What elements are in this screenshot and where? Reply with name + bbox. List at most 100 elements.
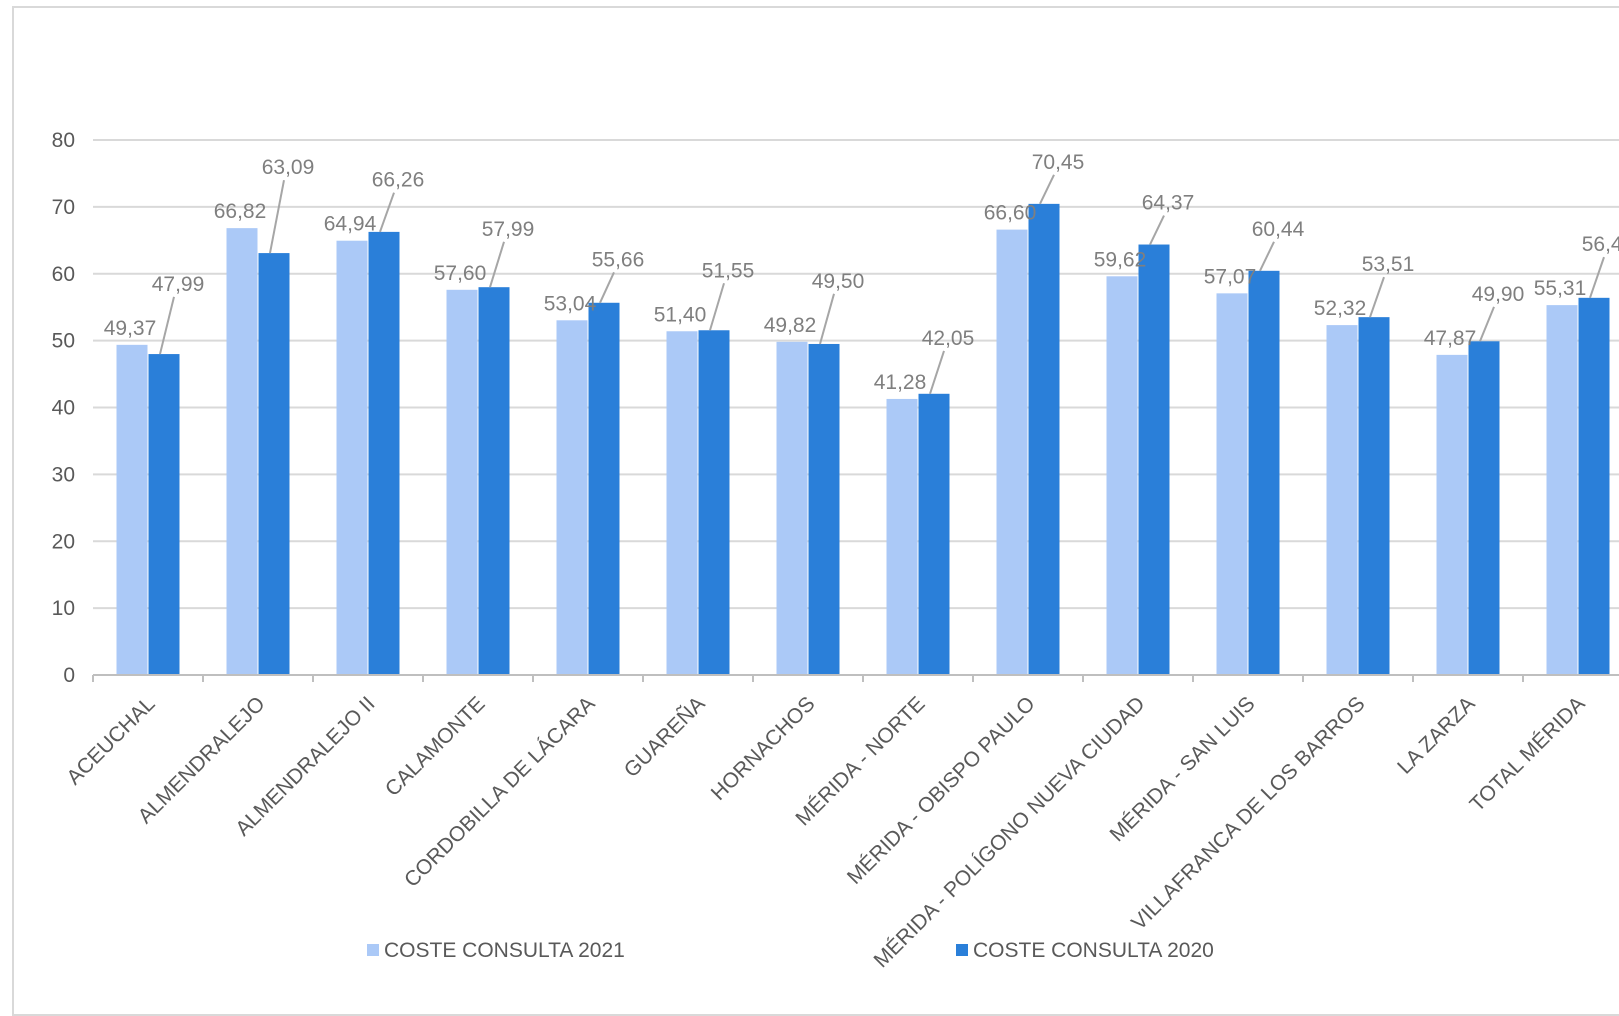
bar-2020	[258, 253, 290, 675]
data-label-2020: 53,51	[1362, 253, 1415, 276]
legend-label-1: COSTE CONSULTA 2020	[973, 939, 1214, 962]
bar-2020	[148, 354, 180, 675]
bar-2021	[1326, 325, 1358, 675]
leader-line	[709, 282, 725, 331]
leader-line	[599, 271, 615, 304]
x-category-label: MÉRIDA - OBISPO PAULO	[843, 692, 1040, 889]
bar-2021	[116, 344, 148, 675]
y-tick-label: 20	[52, 530, 75, 553]
data-label-2021: 49,82	[764, 314, 817, 337]
bar-2021	[1546, 305, 1578, 675]
data-label-2021: 49,37	[104, 317, 157, 340]
data-label-2020: 66,26	[372, 169, 425, 192]
data-label-2020: 49,90	[1472, 283, 1525, 306]
bar-2021	[996, 229, 1028, 676]
bar-2021	[666, 331, 698, 675]
data-label-2020: 70,45	[1032, 151, 1085, 174]
leader-line	[929, 350, 945, 395]
leader-line	[1149, 215, 1165, 245]
bar-2021	[886, 398, 918, 675]
y-axis-ticks: 0 10 20 30 40 50 60 70 80	[52, 129, 75, 687]
y-tick-label: 70	[52, 196, 75, 219]
x-category-label: CORDOBILLA DE LÁCARA	[400, 692, 599, 891]
leader-line	[1479, 306, 1495, 342]
data-label-2020: 49,50	[812, 270, 865, 293]
data-label-2021: 66,60	[984, 202, 1037, 225]
bar-2021	[1216, 293, 1248, 675]
data-label-2021: 57,60	[434, 262, 487, 285]
bar-2021	[1106, 276, 1138, 675]
bar-2020	[918, 393, 950, 675]
bar-2021	[226, 228, 258, 676]
bar-2021	[336, 240, 368, 675]
y-tick-label: 30	[52, 463, 75, 486]
y-tick-label: 80	[52, 129, 75, 152]
bar-2020	[1028, 203, 1060, 675]
leader-line	[1259, 241, 1275, 272]
bar-2020	[478, 287, 510, 675]
data-label-2020: 56,40	[1582, 233, 1619, 256]
bar-2021	[556, 320, 588, 675]
bar-2020	[808, 343, 840, 675]
bar-2021	[446, 289, 478, 675]
bar-2020	[1358, 317, 1390, 675]
y-tick-label: 50	[52, 330, 75, 353]
data-label-2021: 53,04	[544, 292, 597, 315]
x-category-label: LA ZARZA	[1393, 692, 1479, 778]
label-leader-lines	[159, 174, 1605, 395]
legend-swatch-0	[367, 944, 379, 956]
leader-line	[159, 296, 175, 355]
data-label-2020: 64,37	[1142, 192, 1195, 215]
data-label-2021: 59,62	[1094, 248, 1147, 271]
data-label-2020: 60,44	[1252, 218, 1305, 241]
data-label-2021: 57,07	[1204, 265, 1257, 288]
x-category-label: GUAREÑA	[619, 692, 709, 782]
bar-2020	[1248, 270, 1280, 675]
data-label-2020: 63,09	[262, 156, 315, 179]
bars	[116, 203, 1610, 676]
bar-2020	[1138, 244, 1170, 675]
legend-label-0: COSTE CONSULTA 2021	[384, 939, 625, 962]
bar-2020	[698, 330, 730, 675]
x-category-label: CALAMONTE	[381, 692, 490, 801]
y-tick-label: 0	[63, 664, 75, 687]
gridlines	[93, 139, 1619, 610]
x-axis	[92, 674, 1619, 682]
bar-2021	[1436, 354, 1468, 675]
legend-swatch-1	[956, 944, 968, 956]
data-label-2020: 47,99	[152, 273, 205, 296]
data-label-2021: 47,87	[1424, 327, 1477, 350]
bar-2020	[1578, 297, 1610, 675]
x-category-label: HORNACHOS	[707, 692, 820, 805]
bar-2020	[1468, 341, 1500, 675]
y-tick-label: 40	[52, 397, 75, 420]
bar-2020	[588, 302, 620, 675]
y-tick-label: 10	[52, 597, 75, 620]
data-label-2021: 55,31	[1534, 277, 1587, 300]
leader-line	[1039, 174, 1055, 205]
y-tick-label: 60	[52, 263, 75, 286]
leader-line	[1589, 256, 1605, 299]
data-label-2020: 42,05	[922, 327, 975, 350]
x-category-label: TOTAL MÉRIDA	[1465, 692, 1589, 816]
leader-line	[269, 179, 285, 254]
x-category-label: VILLAFRANCA DE LOS BARROS	[1127, 692, 1369, 934]
bar-2021	[776, 341, 808, 675]
data-label-2020: 55,66	[592, 248, 645, 271]
x-category-label: ACEUCHAL	[62, 692, 159, 789]
leader-line	[379, 192, 395, 233]
leader-line	[819, 293, 835, 345]
leader-line	[1369, 276, 1385, 318]
legend: COSTE CONSULTA 2021 COSTE CONSULTA 2020	[367, 939, 1214, 962]
leader-line	[489, 241, 505, 288]
data-label-2021: 66,82	[214, 200, 267, 223]
data-label-2020: 57,99	[482, 218, 535, 241]
data-labels: 49,37 47,99 66,82 63,09 64,94 66,26 57,60 57,99…	[104, 151, 1619, 394]
data-label-2021: 64,94	[324, 213, 377, 236]
data-label-2020: 51,55	[702, 259, 755, 282]
data-label-2021: 41,28	[874, 371, 927, 394]
data-label-2021: 51,40	[654, 303, 707, 326]
bar-2020	[368, 231, 400, 676]
